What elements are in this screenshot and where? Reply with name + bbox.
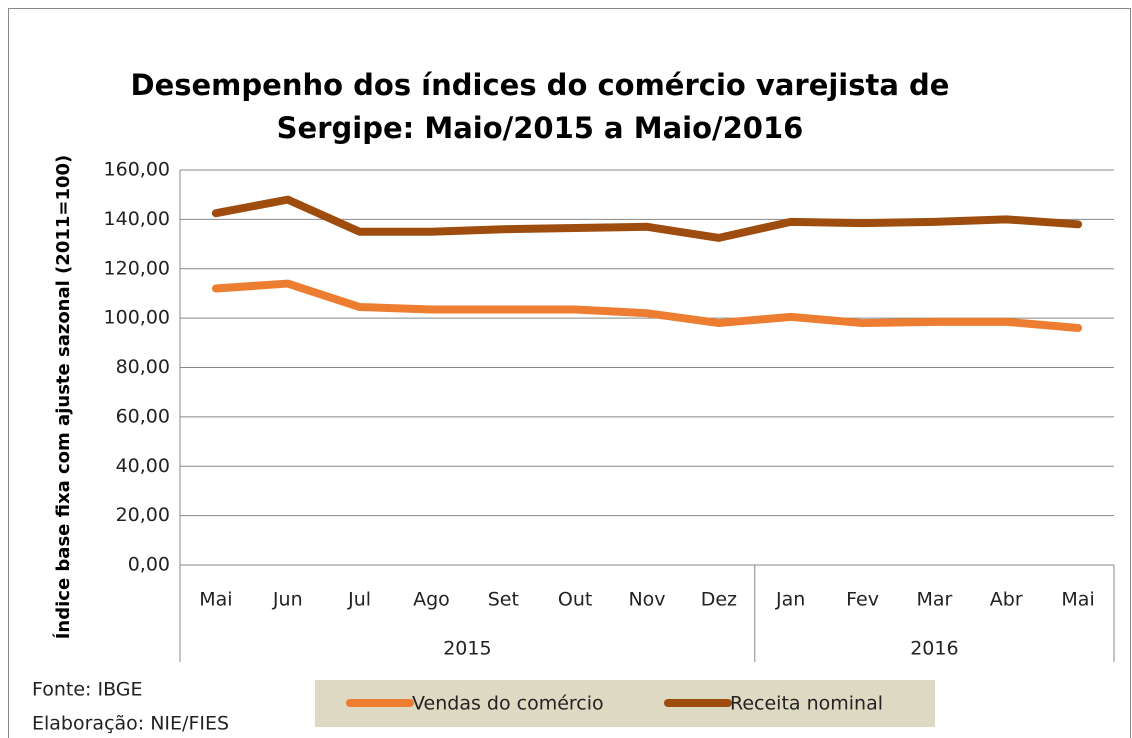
y-tick-label: 80,00: [116, 356, 170, 378]
y-tick-label: 120,00: [104, 257, 170, 279]
legend-label: Vendas do comércio: [412, 693, 604, 715]
x-tick-label: Jul: [347, 589, 371, 611]
y-tick-label: 100,00: [104, 307, 170, 329]
legend-box: [315, 680, 935, 727]
x-tick-label: Mai: [1061, 589, 1094, 611]
y-tick-label: 140,00: [104, 208, 170, 230]
chart-border: [8, 8, 1131, 738]
x-tick-label: Ago: [413, 589, 450, 611]
x-tick-label: Dez: [701, 589, 737, 611]
y-tick-label: 20,00: [116, 504, 170, 526]
x-tick-label: Out: [558, 589, 592, 611]
x-tick-label: Fev: [846, 589, 879, 611]
chart-title: Desempenho dos índices do comércio varej…: [131, 68, 950, 102]
x-tick-label: Mai: [199, 589, 232, 611]
y-tick-label: 60,00: [116, 405, 170, 427]
legend-label: Receita nominal: [730, 693, 883, 715]
chart-title: Sergipe: Maio/2015 a Maio/2016: [277, 111, 804, 145]
x-tick-label: Jun: [272, 589, 303, 611]
series-line: [211, 279, 1083, 332]
x-tick-label: Abr: [990, 589, 1023, 611]
series-line: [211, 195, 1083, 242]
y-axis-label: Índice base fixa com ajuste sazonal (201…: [52, 155, 74, 640]
x-tick-label: Nov: [628, 589, 665, 611]
y-tick-label: 0,00: [128, 554, 170, 576]
group-label: 2016: [910, 638, 958, 660]
y-tick-label: 40,00: [116, 455, 170, 477]
x-tick-label: Mar: [916, 589, 952, 611]
source: Fonte: IBGE: [32, 679, 143, 701]
y-tick-label: 160,00: [104, 159, 170, 181]
credit: Elaboração: NIE/FIES: [32, 713, 229, 735]
group-label: 2015: [443, 638, 491, 660]
x-tick-label: Set: [488, 589, 519, 611]
x-tick-label: Jan: [775, 589, 805, 611]
